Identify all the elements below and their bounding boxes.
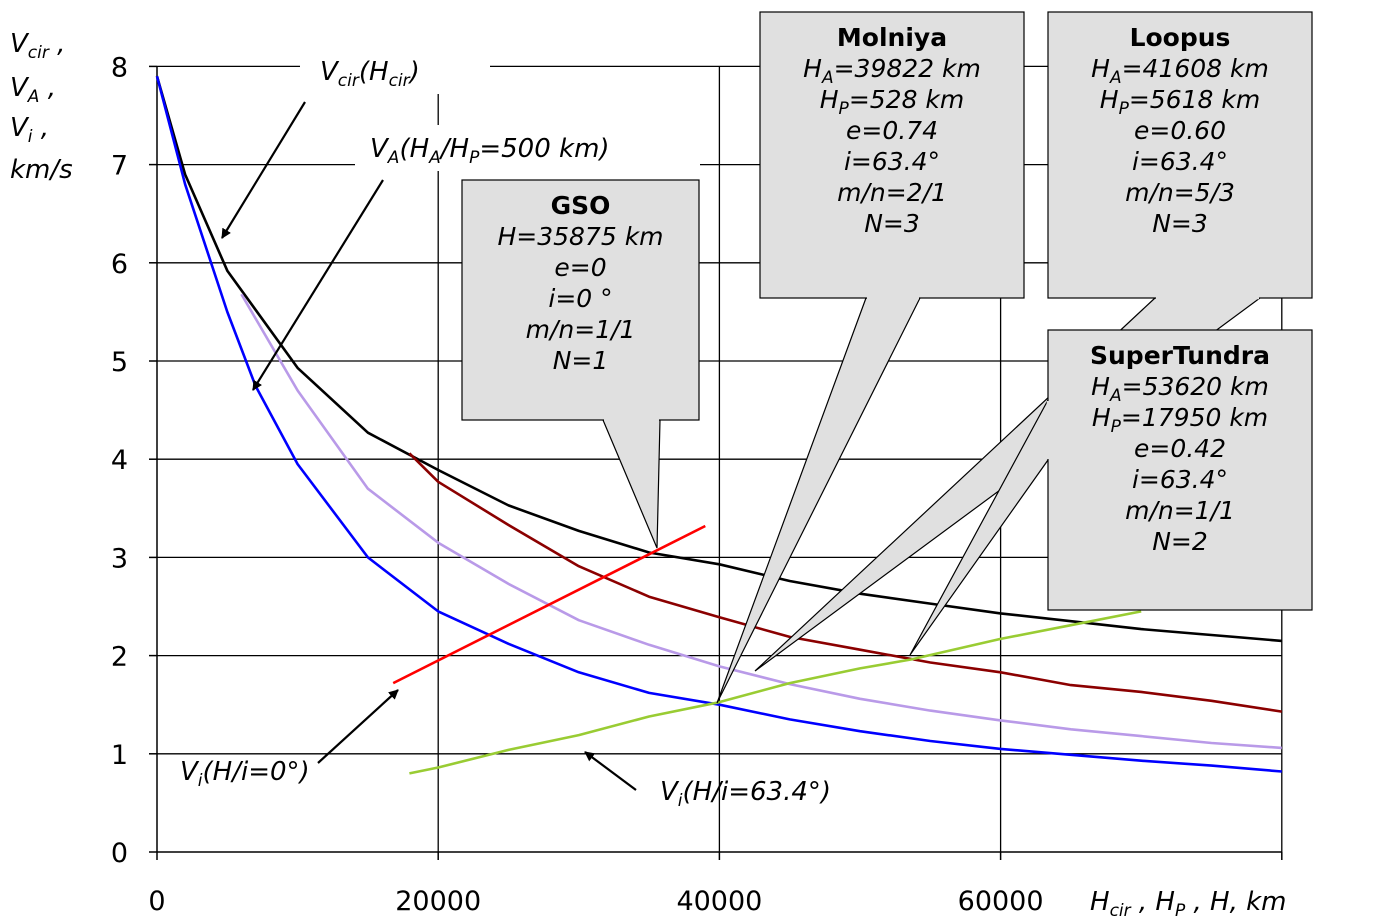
y-axis-label-vcir: Vcir , — [10, 29, 65, 63]
callout-line: i=63.4° — [1132, 147, 1228, 176]
callout-box — [461, 179, 700, 421]
y-tick-label: 5 — [111, 347, 128, 378]
callout-line: e=0.74 — [846, 116, 938, 145]
callout-title: SuperTundra — [1090, 341, 1270, 370]
callout-line: N=2 — [1152, 527, 1208, 556]
x-axis-label: Hcir , HP , H, km — [1090, 887, 1287, 921]
y-tick-label: 1 — [111, 740, 128, 771]
callout-line: e=0.60 — [1134, 116, 1226, 145]
callout-line: N=3 — [864, 209, 920, 238]
label-arrow — [317, 689, 399, 764]
callout-line: HP=528 km — [820, 85, 965, 119]
y-tick-label: 3 — [111, 543, 128, 574]
callout-pointer — [602, 419, 661, 549]
y-tick-label: 6 — [111, 249, 128, 280]
callout-line: H=35875 km — [497, 222, 663, 251]
x-tick-label: 20000 — [395, 886, 481, 917]
callout-title: GSO — [551, 191, 611, 220]
y-tick-label: 8 — [111, 52, 128, 83]
callout-line: m/n=1/1 — [1125, 496, 1235, 525]
callout-line: e=0 — [554, 253, 606, 282]
y-tick-label: 0 — [111, 838, 128, 869]
y-tick-label: 7 — [111, 151, 128, 182]
series-line-3 — [408, 452, 1282, 713]
y-axis-label-vi: Vi , — [10, 113, 49, 147]
x-tick-label: 60000 — [958, 886, 1044, 917]
callout-title: Loopus — [1130, 23, 1231, 52]
label-arrow — [252, 179, 384, 391]
label-bg — [355, 125, 700, 171]
x-tick-label: 40000 — [676, 886, 762, 917]
callout-line: i=0 ° — [548, 284, 612, 313]
callout-line: i=63.4° — [844, 147, 940, 176]
curve-labels: Vcir , VA , Vi , km/s Vcir(Hcir) VA(HA/HP=500… — [10, 29, 1287, 921]
y-axis-label-unit: km/s — [10, 155, 73, 185]
label-va: VA(HA/HP=500 km) — [370, 134, 610, 168]
callout-line: HA=41608 km — [1091, 54, 1269, 88]
label-bg — [300, 48, 490, 94]
callout-line: m/n=1/1 — [526, 315, 636, 344]
callout-line: HA=53620 km — [1091, 372, 1269, 406]
label-arrow — [584, 751, 637, 791]
y-axis-label-va: VA , — [10, 73, 56, 107]
x-tick-label: 0 — [148, 886, 165, 917]
callout-box — [1047, 329, 1313, 611]
y-tick-label: 2 — [111, 642, 128, 673]
callout-line: m/n=5/3 — [1125, 178, 1235, 207]
callout-box — [1047, 11, 1313, 299]
callout-title: Molniya — [837, 23, 947, 52]
label-arrow — [221, 101, 306, 239]
label-vi63: Vi(H/i=63.4°) — [660, 777, 831, 811]
callout-line: HP=17950 km — [1092, 403, 1268, 437]
callout-line: N=1 — [553, 346, 609, 375]
y-tick-label: 4 — [111, 445, 128, 476]
callout-line: HP=5618 km — [1100, 85, 1260, 119]
series-line-4 — [392, 524, 706, 685]
callout-line: N=3 — [1152, 209, 1208, 238]
label-vi0: Vi(H/i=0°) — [180, 757, 310, 791]
callout-line: e=0.42 — [1134, 434, 1226, 463]
tick-labels: 0 1 2 3 4 5 6 7 8 0 20000 40000 60000 — [111, 52, 1044, 917]
callout-line: m/n=2/1 — [837, 178, 947, 207]
series-line-1 — [240, 293, 1282, 750]
series-line-5 — [409, 610, 1142, 775]
callout-line: HA=39822 km — [803, 54, 981, 88]
label-vcir: Vcir(Hcir) — [320, 57, 420, 91]
axes — [149, 65, 1283, 860]
callout-box — [759, 11, 1025, 299]
callout-line: i=63.4° — [1132, 465, 1228, 494]
